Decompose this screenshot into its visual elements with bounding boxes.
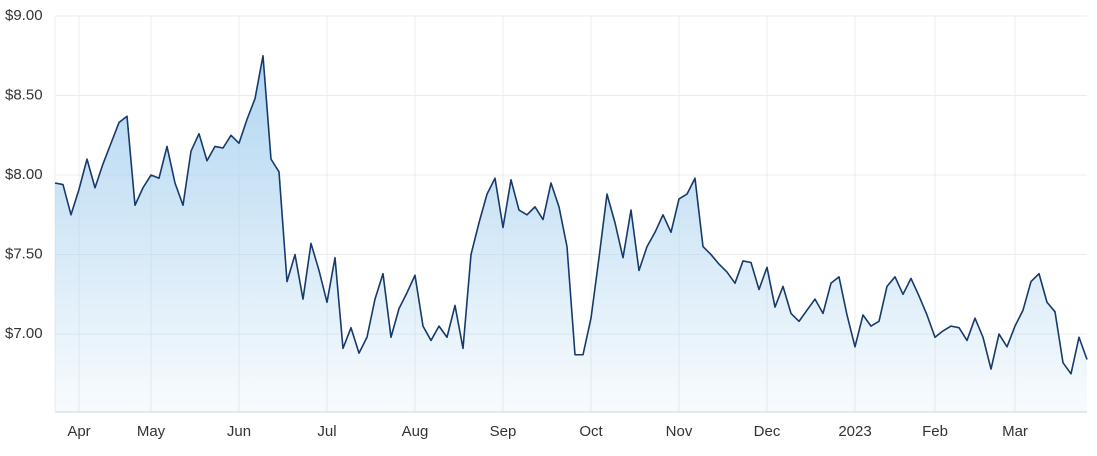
x-tick-label: Oct: [579, 423, 603, 440]
y-tick-label: $7.00: [5, 325, 43, 342]
y-tick-label: $9.00: [5, 7, 43, 24]
x-tick-label: Sep: [490, 423, 517, 440]
x-tick-label: Jun: [227, 423, 251, 440]
x-tick-label: Aug: [402, 423, 429, 440]
x-tick-label: Feb: [922, 423, 948, 440]
y-tick-label: $8.50: [5, 86, 43, 103]
y-tick-label: $7.50: [5, 246, 43, 263]
y-tick-label: $8.00: [5, 166, 43, 183]
price-line: [54, 54, 1088, 375]
x-tick-label: May: [137, 423, 166, 440]
x-tick-label: 2023: [838, 423, 871, 440]
x-tick-label: Dec: [754, 423, 781, 440]
x-tick-label: Apr: [67, 423, 90, 440]
x-tick-label: Mar: [1002, 423, 1028, 440]
area-fill: [55, 55, 1087, 412]
x-tick-label: Nov: [666, 423, 693, 440]
x-tick-label: Jul: [317, 423, 336, 440]
